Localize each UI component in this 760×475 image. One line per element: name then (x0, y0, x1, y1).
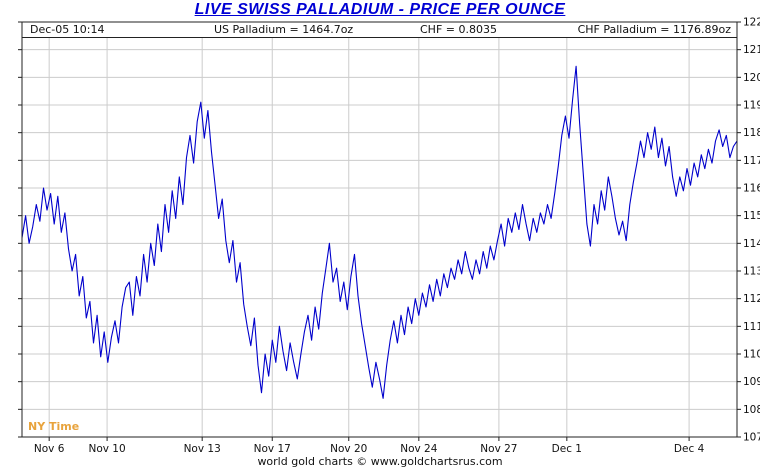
chf-rate-quote: CHF = 0.8035 (420, 23, 497, 36)
x-tick-label: Nov 20 (330, 443, 367, 455)
x-tick-label: Nov 17 (254, 443, 291, 455)
y-tick-label: 1200 (743, 72, 760, 84)
x-tick-label: Dec 4 (674, 443, 705, 455)
y-tick-label: 1070 (743, 432, 760, 444)
quote-header: Dec-05 10:14 US Palladium = 1464.7oz CHF… (22, 23, 737, 38)
y-tick-label: 1080 (743, 404, 760, 416)
y-tick-label: 1170 (743, 155, 760, 167)
credit-line: world gold charts © www.goldchartsrus.co… (257, 455, 503, 468)
x-tick-label: Nov 13 (184, 443, 221, 455)
y-tick-label: 1180 (743, 127, 760, 139)
ny-time-label: NY Time (28, 420, 80, 433)
y-tick-label: 1110 (743, 321, 760, 333)
y-tick-label: 1190 (743, 100, 760, 112)
y-tick-label: 1120 (743, 293, 760, 305)
y-tick-label: 1100 (743, 349, 760, 361)
x-tick-label: Nov 24 (400, 443, 438, 455)
x-tick-label: Nov 10 (88, 443, 125, 455)
x-tick-label: Dec 1 (552, 443, 582, 455)
y-tick-label: 1090 (743, 376, 760, 388)
y-tick-label: 1140 (743, 238, 760, 250)
price-line (21, 65, 738, 399)
y-tick-label: 1130 (743, 266, 760, 278)
us-palladium-quote: US Palladium = 1464.7oz (214, 23, 354, 36)
y-tick-label: 1160 (743, 183, 760, 195)
y-tick-label: 1210 (743, 44, 760, 56)
chart-title: LIVE SWISS PALLADIUM - PRICE PER OUNCE (194, 1, 566, 18)
x-tick-label: Nov 27 (480, 443, 517, 455)
x-tick-label: Nov 6 (34, 443, 65, 455)
y-tick-label: 1150 (743, 210, 760, 222)
plot-frame (21, 21, 738, 438)
chf-palladium-quote: CHF Palladium = 1176.89oz (577, 23, 731, 36)
y-tick-label: 1220 (743, 17, 760, 29)
timestamp-label: Dec-05 10:14 (30, 23, 105, 36)
